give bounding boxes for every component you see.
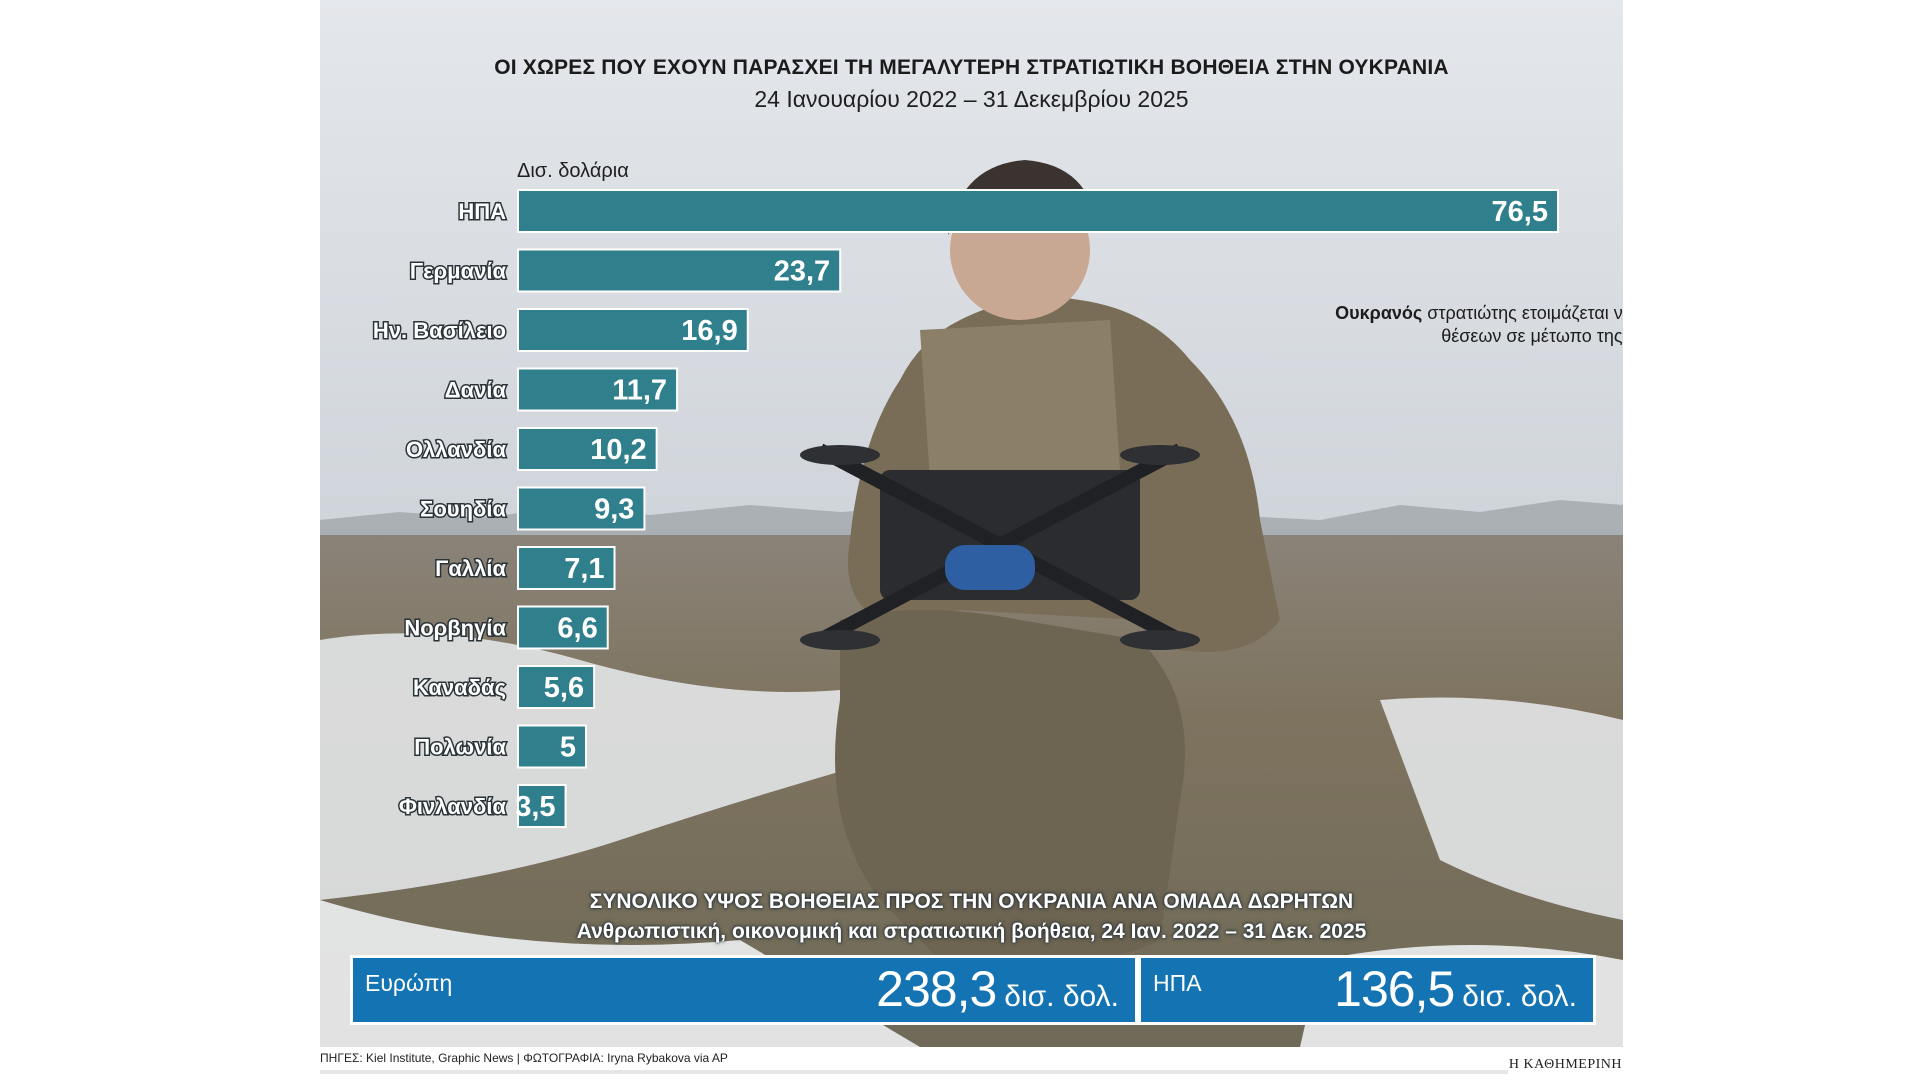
bar-0 — [517, 189, 1559, 233]
category-label: Γερμανία — [410, 259, 507, 284]
bar-9 — [517, 724, 587, 769]
value-label: 16,9 — [681, 315, 737, 347]
chart-subtitle: 24 Ιανουαρίου 2022 – 31 Δεκεμβρίου 2025 — [754, 86, 1189, 112]
category-label: Ολλανδία — [406, 437, 507, 462]
total-unit: δισ. δολ. — [1462, 980, 1577, 1013]
value-label: 10,2 — [590, 434, 646, 466]
value-label: 23,7 — [774, 256, 830, 288]
total-value: 136,5 δισ. δολ. — [1334, 960, 1577, 1018]
total-number: 238,3 — [876, 961, 997, 1017]
category-label: Φινλανδία — [399, 794, 507, 819]
total-unit: δισ. δολ. — [1004, 980, 1119, 1013]
total-box-europe: Ευρώπη 238,3 δισ. δολ. — [350, 955, 1138, 1025]
value-label: 7,1 — [564, 553, 604, 585]
infographic-panel: ΟΙ ΧΩΡΕΣ ΠΟΥ ΕΧΟΥΝ ΠΑΡΑΣΧΕΙ ΤΗ ΜΕΓΑΛΥΤΕΡ… — [320, 0, 1623, 1047]
total-label: ΗΠΑ — [1153, 970, 1202, 996]
bottom-rule — [320, 1070, 1508, 1074]
value-label: 9,3 — [594, 494, 634, 526]
category-label: Δανία — [445, 378, 507, 403]
drone-icon — [800, 443, 1200, 650]
bar-5 — [517, 486, 646, 531]
snow-patch — [320, 633, 880, 900]
bar-7 — [517, 605, 609, 650]
value-label: 76,5 — [1492, 196, 1548, 228]
soldier-legs — [835, 610, 1185, 967]
total-value: 238,3 δισ. δολ. — [876, 960, 1119, 1018]
total-number: 136,5 — [1334, 961, 1455, 1017]
bar-10 — [517, 784, 567, 828]
category-label: Σουηδία — [420, 497, 506, 522]
category-label: Καναδάς — [413, 675, 506, 700]
caption-bold: Ουκρανός — [1335, 303, 1423, 323]
value-label: 5 — [560, 732, 576, 764]
bar-3 — [517, 367, 679, 412]
value-label: 5,6 — [544, 672, 584, 704]
photo-caption: Ουκρανός στρατιώτης ετοιμάζεται να εκτοξ… — [1335, 302, 1623, 348]
unit-label: Δισ. δολάρια — [517, 160, 629, 182]
brand-logo: Η ΚΑΘΗΜΕΡΙΝΗ — [1508, 1057, 1622, 1072]
bar-8 — [517, 665, 596, 709]
category-label: Ην. Βασίλειο — [373, 318, 506, 343]
category-label: Πολωνία — [414, 735, 506, 760]
bar-chart: ΗΠΑ 76,5 Γερμανία 23,7 Ην. Βασίλειο 16,9 Δανία… — [371, 189, 1559, 828]
category-label: Νορβηγία — [404, 616, 506, 641]
total-label: Ευρώπη — [365, 970, 453, 996]
bar-2 — [517, 308, 749, 352]
chart-title: ΟΙ ΧΩΡΕΣ ΠΟΥ ΕΧΟΥΝ ΠΑΡΑΣΧΕΙ ΤΗ ΜΕΓΑΛΥΤΕΡ… — [494, 56, 1449, 79]
bar-1 — [517, 248, 842, 293]
category-label: ΗΠΑ — [458, 199, 506, 224]
soldier-vest — [920, 320, 1120, 480]
value-label: 3,5 — [515, 791, 555, 823]
caption-text: στρατιώτης ετοιμάζεται να εκτοξεύσει dro… — [1427, 303, 1623, 346]
total-box-usa: ΗΠΑ 136,5 δισ. δολ. — [1138, 955, 1596, 1025]
bar-6 — [517, 546, 616, 590]
totals-title: ΣΥΝΟΛΙΚΟ ΥΨΟΣ ΒΟΗΘΕΙΑΣ ΠΡΟΣ ΤΗΝ ΟΥΚΡΑΝΙΑ… — [589, 890, 1354, 913]
value-label: 11,7 — [612, 375, 667, 407]
sources-credit: ΠΗΓΕΣ: Kiel Institute, Graphic News | ΦΩ… — [320, 1051, 728, 1065]
snow-patch — [1380, 697, 1623, 920]
value-label: 6,6 — [557, 613, 597, 645]
category-label: Γαλλία — [435, 556, 506, 581]
bar-4 — [517, 427, 658, 471]
totals-subtitle: Ανθρωπιστική, οικονομική και στρατιωτική… — [576, 920, 1367, 943]
